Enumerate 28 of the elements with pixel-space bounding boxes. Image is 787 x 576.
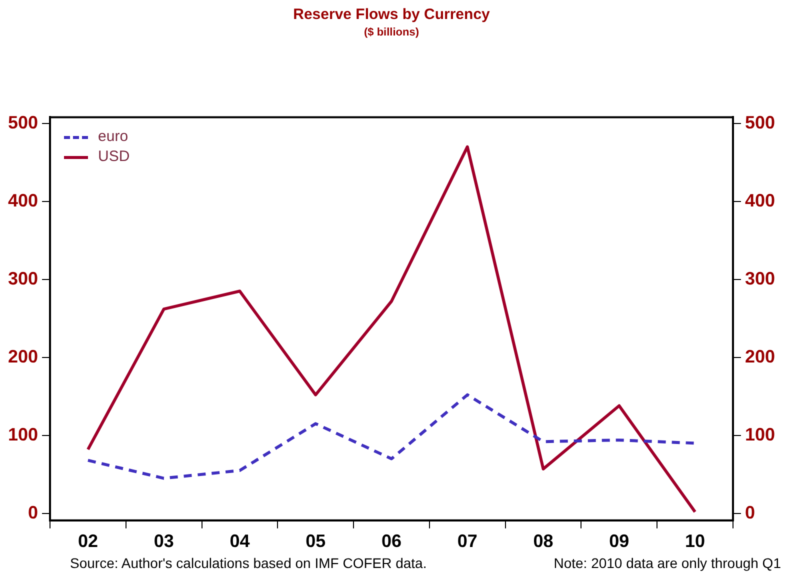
y2-tick-label: 100	[744, 424, 776, 444]
x-tick-label: 04	[230, 531, 250, 552]
y2-tick-label: 500	[744, 112, 776, 132]
y-tick-label: 0	[28, 502, 38, 522]
line-series	[86, 393, 697, 480]
y2-tick-label: 300	[744, 268, 776, 288]
y2-tick-label: 0	[744, 502, 755, 522]
x-tick-label: 08	[533, 531, 554, 552]
y2-tick-label: 400	[744, 190, 776, 210]
legend-label: USD	[98, 147, 130, 168]
x-tick-label: 05	[306, 531, 326, 552]
y-tick-label: 200	[8, 346, 38, 366]
source-note: Source: Author's calculations based on IMF COFER data.	[70, 555, 427, 571]
x-tick-label: 09	[609, 531, 630, 552]
x-tick-label: 07	[457, 531, 478, 552]
y-tick-label: 400	[8, 190, 38, 210]
x-tick-label: 10	[685, 531, 706, 552]
x-tick-label: 03	[154, 531, 174, 552]
x-tick-label: 02	[78, 531, 98, 552]
x-tick-label: 06	[381, 531, 402, 552]
y-tick-label: 500	[8, 112, 38, 132]
y-tick-label: 300	[8, 268, 38, 288]
y2-tick-label: 200	[744, 346, 776, 366]
y-tick-label: 100	[8, 424, 38, 444]
chart-title: Reserve Flows by Currency	[293, 6, 491, 24]
text: Note: 2010 data are only through Q1	[554, 555, 781, 571]
chart-subtitle: ($ billions)	[364, 26, 420, 39]
legend-label: euro	[98, 127, 128, 148]
